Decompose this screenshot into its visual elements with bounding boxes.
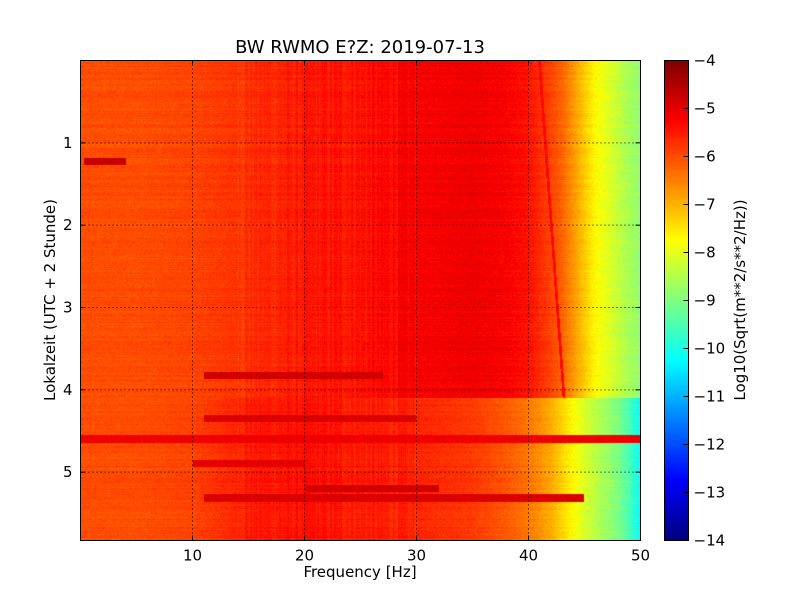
colorbar-ticks: −4 −5 −6 −7 −8 −9 −10 −11 −12 −13 −14 — [683, 52, 726, 550]
colorbar-gradient — [665, 61, 688, 540]
spectrogram-heatmap — [81, 61, 640, 540]
y-tick-label: 4 — [63, 381, 73, 399]
chart-title: BW RWMO E?Z: 2019-07-13 — [235, 37, 485, 58]
y-tick-label: 3 — [63, 298, 73, 316]
y-axis-ticks: 1 2 3 4 5 — [63, 134, 641, 481]
colorbar-tick-label: −7 — [694, 196, 716, 214]
grid-lines — [80, 60, 641, 541]
x-tick-label: 40 — [519, 547, 538, 565]
y-tick-label: 5 — [63, 463, 73, 481]
colorbar-tick-label: −9 — [694, 292, 716, 310]
x-tick-label: 20 — [295, 547, 314, 565]
x-tick-label: 30 — [407, 547, 426, 565]
colorbar-tick-label: −4 — [694, 52, 716, 70]
colorbar-tick-label: −5 — [694, 100, 716, 118]
y-tick-label: 1 — [63, 134, 73, 152]
x-axis-label: Frequency [Hz] — [303, 563, 416, 581]
colorbar-label: Log10(Sqrt(m**2/s**2/Hz)) — [731, 199, 749, 400]
colorbar-tick-label: −8 — [694, 244, 716, 262]
colorbar-tick-label: −11 — [694, 388, 726, 406]
x-tick-label: 10 — [183, 547, 202, 565]
plot-area: 10 20 30 40 50 1 2 3 4 5 — [63, 60, 650, 565]
plot-frame — [80, 60, 641, 541]
colorbar-tick-label: −6 — [694, 148, 716, 166]
colorbar-tick-label: −10 — [694, 340, 726, 358]
colorbar: −4 −5 −6 −7 −8 −9 −10 −11 −12 −13 −14 Log10(Sqrt(m… — [664, 52, 749, 550]
y-axis-label: Lokalzeit (UTC + 2 Stunde) — [41, 199, 59, 401]
colorbar-tick-label: −12 — [694, 436, 726, 454]
y-tick-label: 2 — [63, 216, 73, 234]
x-axis-ticks: 10 20 30 40 50 — [183, 60, 650, 565]
x-tick-label: 50 — [631, 547, 650, 565]
colorbar-tick-label: −14 — [694, 532, 726, 550]
colorbar-tick-label: −13 — [694, 484, 726, 502]
